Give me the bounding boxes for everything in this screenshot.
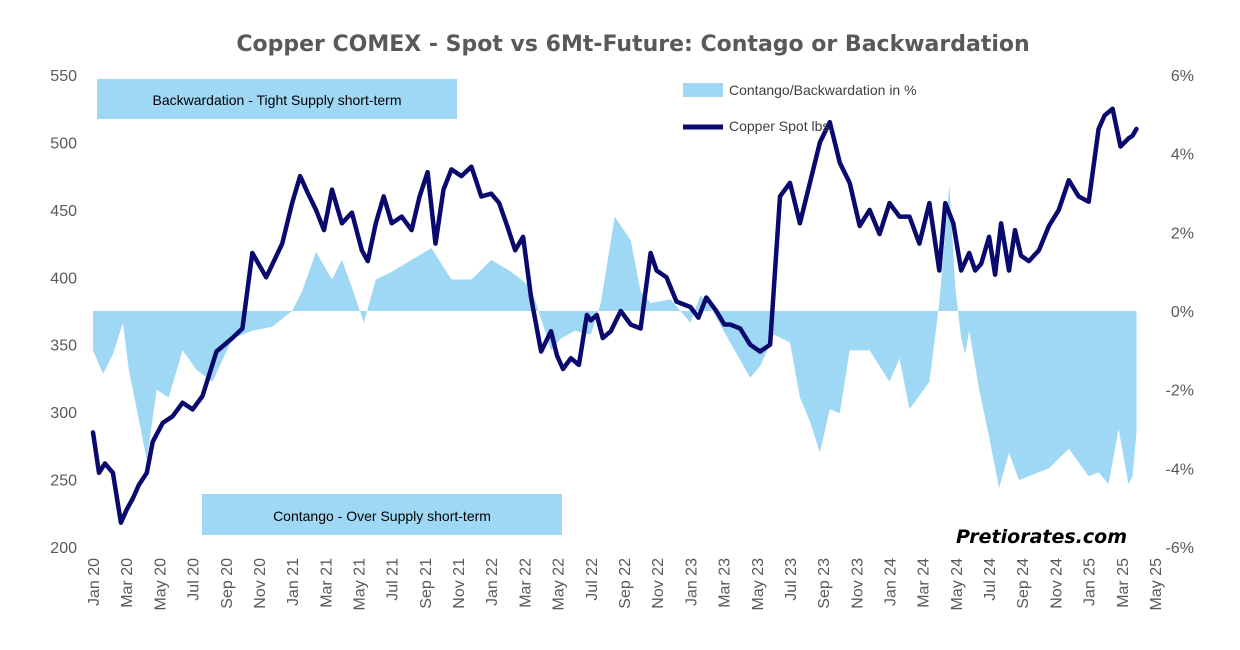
legend-swatch-contango: [683, 83, 723, 97]
y-right-tick-label: -4%: [1166, 461, 1194, 478]
x-tick-label: Jul 23: [783, 558, 800, 601]
chart-title: Copper COMEX - Spot vs 6Mt-Future: Conta…: [236, 32, 1029, 57]
y-left-tick-label: 550: [50, 68, 77, 85]
x-tick-label: Sep 23: [816, 558, 833, 609]
contango-area: [93, 185, 1137, 488]
x-tick-label: Nov 22: [650, 558, 667, 609]
x-tick-label: Sep 21: [418, 558, 435, 609]
x-axis: Jan 20 Mar 20 May 20 Jul 20 Sep 20 Nov 20 Jan …: [86, 558, 1165, 611]
y-right-tick-label: 2%: [1171, 225, 1194, 242]
x-tick-label: May 25: [1148, 558, 1165, 611]
y-right-tick-label: -2%: [1166, 383, 1194, 400]
y-right-tick-label: 4%: [1171, 147, 1194, 164]
x-tick-label: Mar 23: [717, 558, 734, 608]
y-left-tick-label: 500: [50, 135, 77, 152]
x-tick-label: May 20: [152, 558, 169, 611]
legend: Contango/Backwardation in % Copper Spot …: [683, 82, 917, 134]
legend-label-contango: Contango/Backwardation in %: [729, 82, 917, 98]
contango-annotation-text: Contango - Over Supply short-term: [273, 508, 491, 524]
x-tick-label: Jul 20: [186, 558, 203, 601]
x-tick-label: Jan 25: [1082, 558, 1099, 606]
x-tick-label: Nov 20: [252, 558, 269, 609]
x-tick-label: Jan 20: [86, 558, 103, 606]
x-tick-label: Mar 21: [318, 558, 335, 608]
x-tick-label: Sep 20: [219, 558, 236, 609]
x-tick-label: May 23: [750, 558, 767, 611]
legend-label-copper-spot: Copper Spot lbs.: [729, 118, 833, 134]
y-right-tick-label: 6%: [1171, 68, 1194, 85]
x-tick-label: Sep 24: [1015, 558, 1032, 609]
x-tick-label: Nov 24: [1048, 558, 1065, 609]
y-left-tick-label: 300: [50, 405, 77, 422]
y-axis-right: -6% -4% -2% 0% 2% 4% 6%: [1166, 68, 1194, 557]
x-tick-label: Jul 24: [982, 558, 999, 601]
y-left-tick-label: 250: [50, 473, 77, 490]
contango-annotation-box: Contango - Over Supply short-term: [202, 494, 562, 535]
x-tick-label: May 21: [352, 558, 369, 611]
contango-area-layer: [93, 185, 1137, 488]
x-tick-label: Nov 21: [451, 558, 468, 609]
y-left-tick-label: 400: [50, 270, 77, 287]
x-tick-label: Mar 20: [119, 558, 136, 608]
y-right-tick-label: -6%: [1166, 540, 1194, 557]
y-left-tick-label: 350: [50, 338, 77, 355]
x-tick-label: Jan 23: [683, 558, 700, 606]
source-watermark: Pretiorates.com: [956, 526, 1127, 548]
copper-spot-line-layer: [90, 106, 1139, 525]
backwardation-annotation-box: Backwardation - Tight Supply short-term: [97, 79, 457, 119]
x-tick-label: Jul 22: [584, 558, 601, 601]
x-tick-label: May 22: [551, 558, 568, 611]
y-left-tick-label: 200: [50, 540, 77, 557]
y-right-tick-label: 0%: [1171, 304, 1194, 321]
x-tick-label: Mar 25: [1115, 558, 1132, 608]
y-left-tick-label: 450: [50, 203, 77, 220]
copper-spot-line: [90, 106, 1139, 525]
x-tick-label: Jan 24: [883, 558, 900, 606]
x-tick-label: Mar 22: [517, 558, 534, 608]
x-tick-label: Jan 21: [285, 558, 302, 606]
backwardation-annotation-text: Backwardation - Tight Supply short-term: [153, 92, 402, 108]
y-axis-left: 200 250 300 350 400 450 500 550: [50, 68, 77, 557]
x-tick-label: May 24: [949, 558, 966, 611]
x-tick-label: Jul 21: [385, 558, 402, 601]
x-tick-label: Sep 22: [617, 558, 634, 609]
x-tick-label: Nov 23: [849, 558, 866, 609]
x-tick-label: Jan 22: [484, 558, 501, 606]
x-tick-label: Mar 24: [916, 558, 933, 608]
